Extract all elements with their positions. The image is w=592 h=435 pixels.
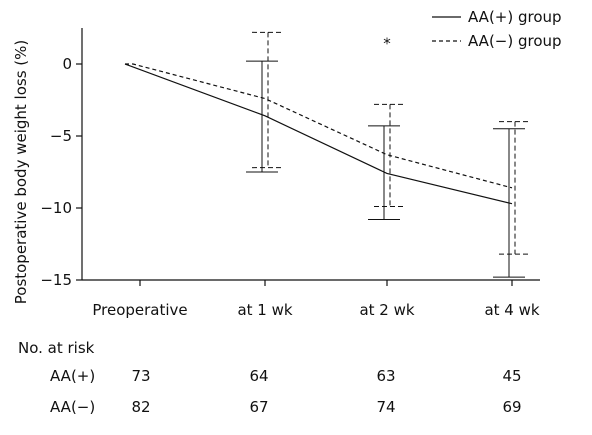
risk-value: 69	[502, 398, 522, 416]
risk-row-label: AA(+)	[50, 367, 96, 385]
risk-value: 63	[376, 367, 396, 385]
risk-row-label: AA(−)	[50, 398, 96, 416]
legend-label: AA(−) group	[468, 32, 562, 50]
x-tick-label: at 4 wk	[484, 301, 539, 319]
y-tick-label: −5	[50, 127, 72, 145]
risk-table-header: No. at risk	[18, 339, 95, 357]
risk-value: 74	[376, 398, 396, 416]
y-tick-label: −15	[40, 271, 72, 289]
risk-value: 73	[131, 367, 151, 385]
risk-value: 45	[502, 367, 522, 385]
x-tick-label: at 1 wk	[237, 301, 292, 319]
y-tick-label: −10	[40, 199, 72, 217]
series-line	[125, 63, 513, 189]
x-tick-label: at 2 wk	[359, 301, 414, 319]
risk-value: 82	[131, 398, 151, 416]
risk-value: 64	[249, 367, 269, 385]
y-tick-label: 0	[62, 55, 72, 73]
series-line	[124, 63, 513, 205]
legend-label: AA(+) group	[468, 8, 562, 26]
risk-value: 67	[249, 398, 269, 416]
x-tick-label: Preoperative	[92, 301, 187, 319]
y-axis-label: Postoperative body weight loss (%)	[12, 40, 30, 305]
significance-marker: *	[383, 35, 391, 53]
